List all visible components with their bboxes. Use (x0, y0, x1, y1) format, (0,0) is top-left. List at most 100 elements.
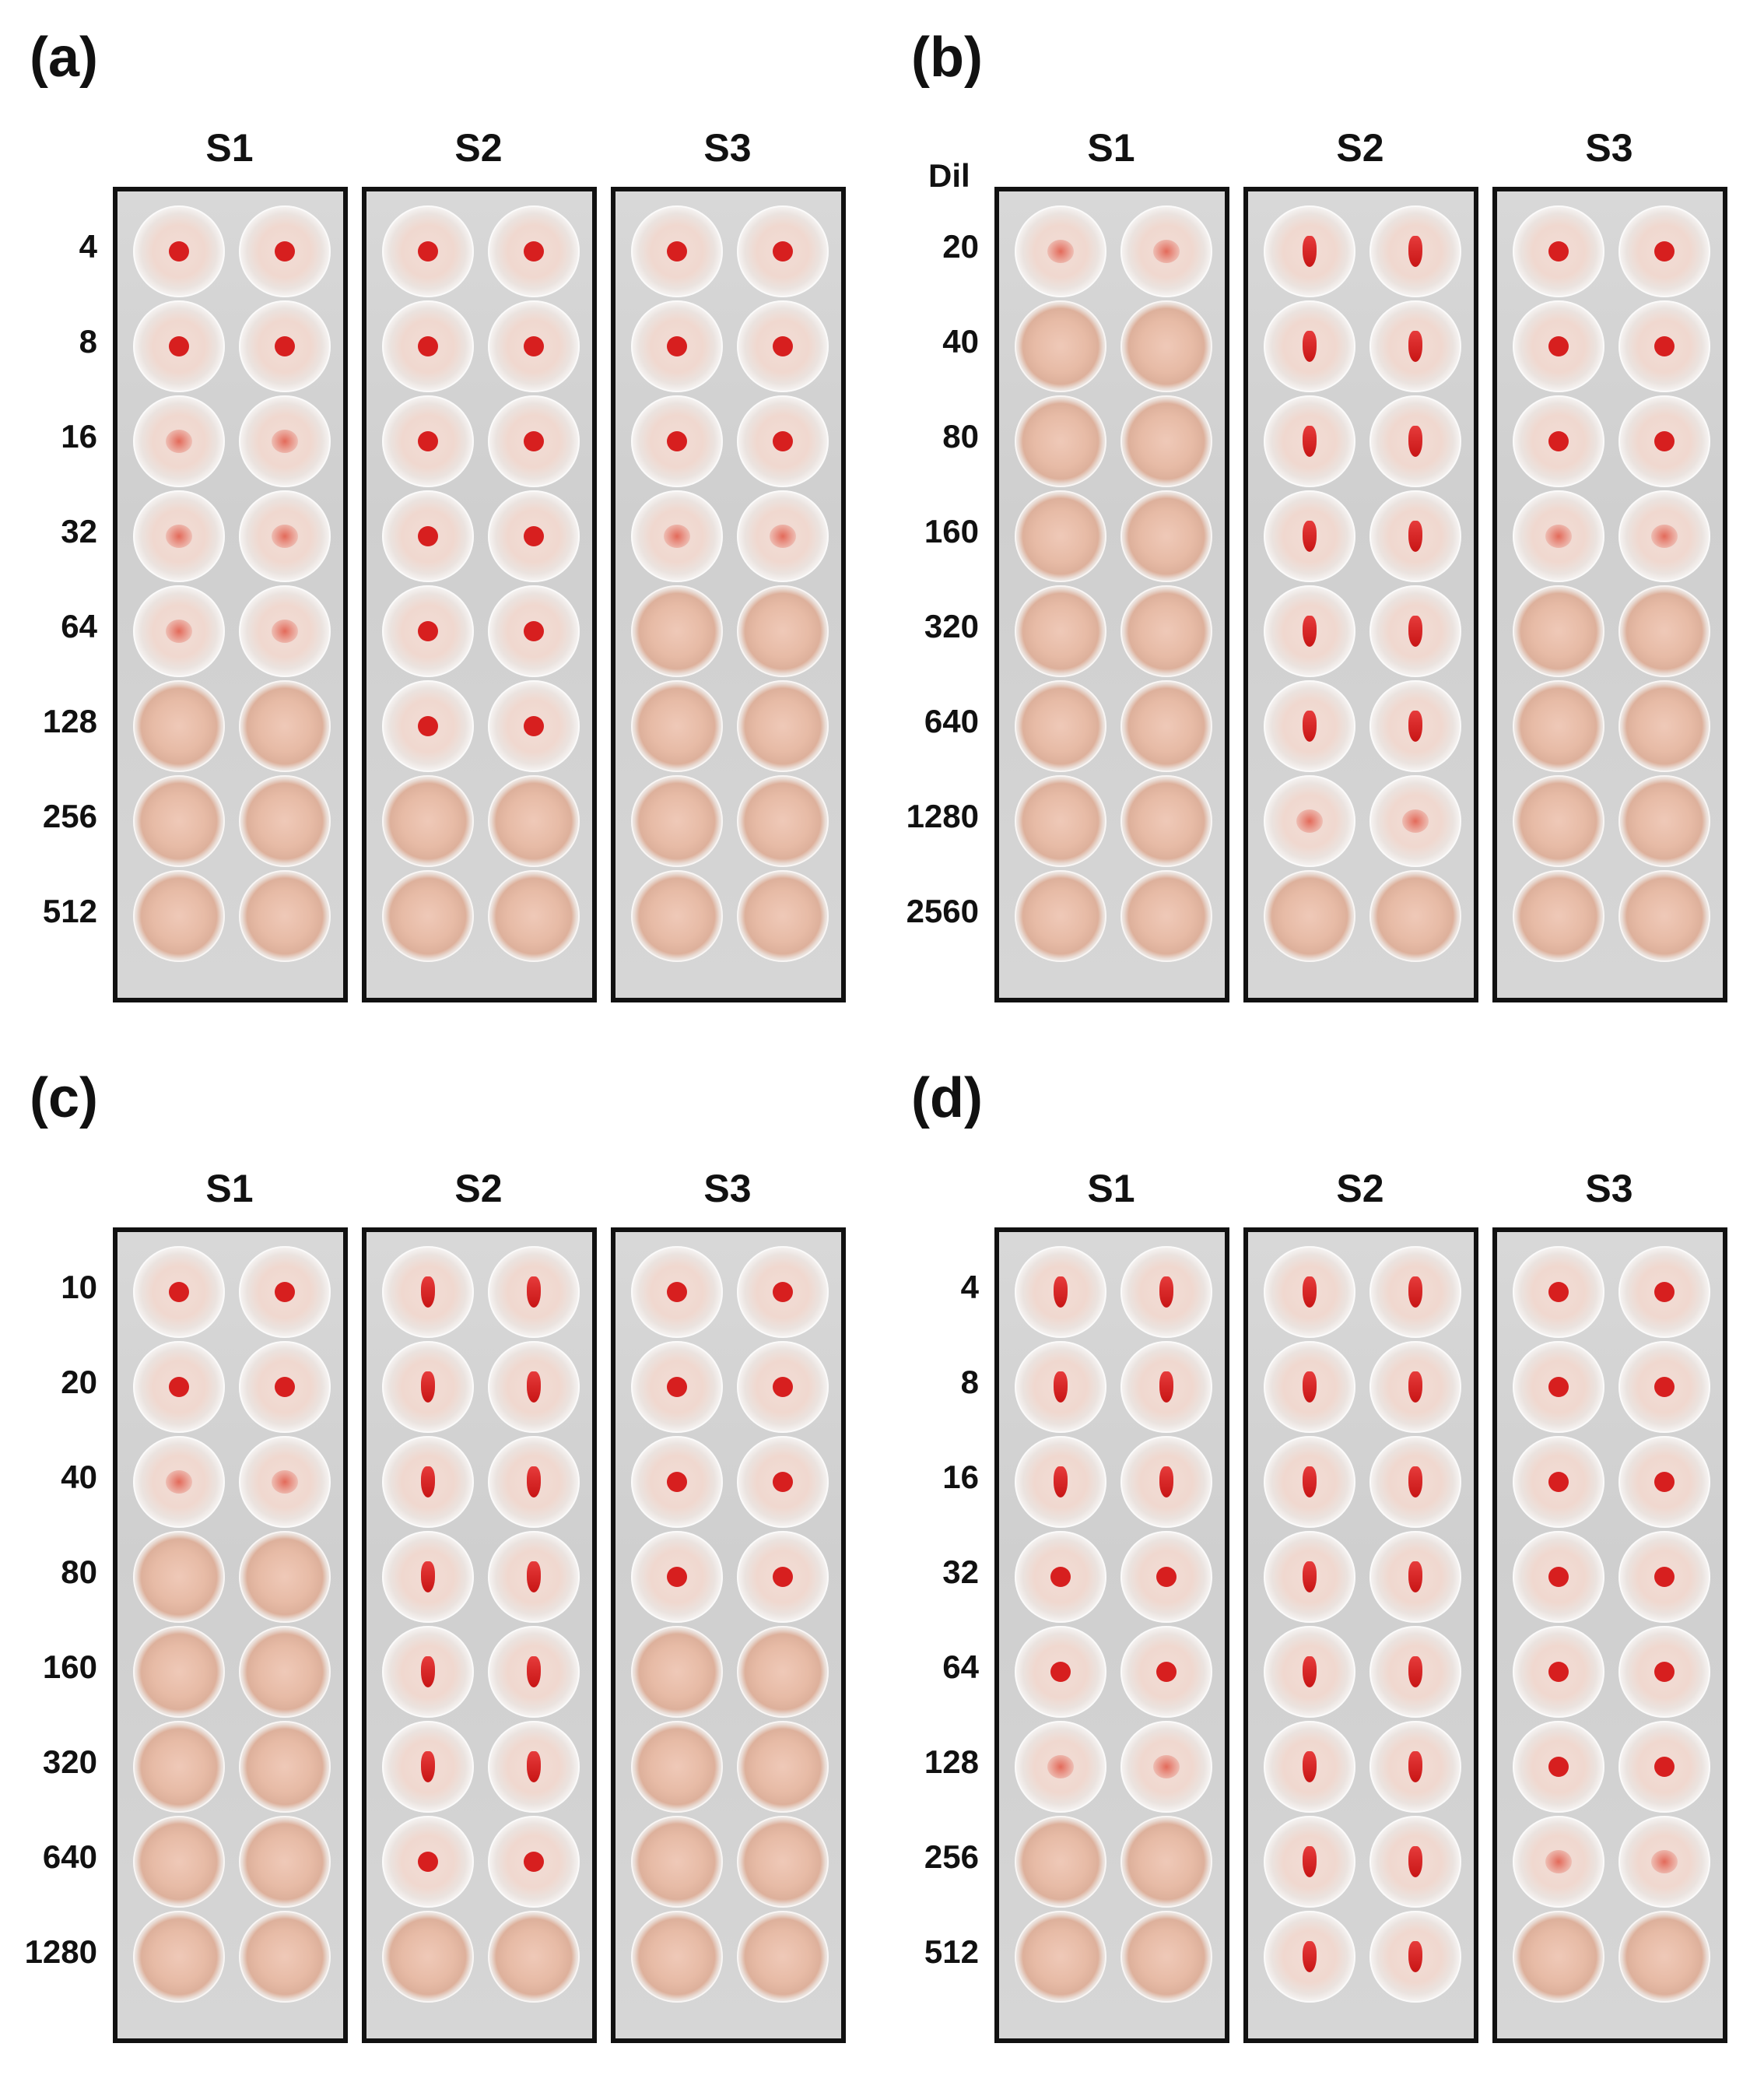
well (1015, 775, 1106, 867)
well (488, 1626, 580, 1718)
well (382, 490, 474, 582)
well (1513, 1531, 1604, 1623)
rbc-tear-mark (1054, 1371, 1068, 1403)
well (382, 1816, 474, 1908)
sample-column-header: S2 (1336, 126, 1384, 170)
well (382, 300, 474, 392)
dilution-row-label: 40 (942, 323, 979, 360)
well (1618, 300, 1710, 392)
well (1369, 205, 1461, 297)
rbc-diffuse-mark (1651, 1850, 1678, 1873)
rbc-button-mark (1548, 1377, 1569, 1397)
rbc-button-mark (524, 336, 544, 356)
well (1015, 1531, 1106, 1623)
rbc-tear-mark (527, 1751, 541, 1782)
well (1120, 490, 1212, 582)
rbc-button-mark (1654, 1662, 1675, 1682)
well (133, 870, 225, 962)
well (631, 1341, 723, 1433)
well (1369, 680, 1461, 772)
rbc-tear-mark (421, 1656, 435, 1687)
well (1618, 490, 1710, 582)
dilution-row-label: 20 (942, 228, 979, 265)
well (239, 1911, 331, 2003)
rbc-diffuse-mark (166, 1470, 192, 1494)
well (133, 1436, 225, 1528)
well (631, 205, 723, 297)
well (133, 205, 225, 297)
well-strip (611, 1227, 846, 2043)
well (737, 775, 829, 867)
rbc-tear-mark (1303, 1941, 1317, 1972)
well (133, 300, 225, 392)
rbc-tear-mark (1303, 711, 1317, 742)
rbc-diffuse-mark (1651, 525, 1678, 548)
rbc-button-mark (524, 1852, 544, 1872)
rbc-tear-mark (1159, 1371, 1173, 1403)
well (1264, 1721, 1355, 1813)
well (1015, 1246, 1106, 1338)
well (488, 395, 580, 487)
well (1264, 395, 1355, 487)
sample-column-header: S3 (703, 1167, 752, 1210)
rbc-diffuse-mark (166, 525, 192, 548)
rbc-tear-mark (1303, 1371, 1317, 1403)
well (488, 775, 580, 867)
well (1513, 1721, 1604, 1813)
well (133, 490, 225, 582)
rbc-button-mark (773, 1567, 793, 1587)
rbc-tear-mark (1408, 711, 1422, 742)
dilution-row-label: 16 (942, 1459, 979, 1495)
sample-column-header: S3 (1585, 126, 1633, 170)
well (631, 1246, 723, 1338)
well (1513, 1246, 1604, 1338)
rbc-tear-mark (1408, 1371, 1422, 1403)
well (382, 1721, 474, 1813)
well (488, 1721, 580, 1813)
well (631, 395, 723, 487)
dilution-row-label: 8 (79, 323, 97, 360)
well (737, 1626, 829, 1718)
rbc-diffuse-mark (1545, 525, 1572, 548)
rbc-button-mark (275, 1282, 295, 1302)
well-strip (1243, 187, 1478, 1002)
dilution-row-label: 32 (61, 513, 97, 549)
well (1120, 1721, 1212, 1813)
rbc-tear-mark (1303, 1846, 1317, 1877)
well (737, 680, 829, 772)
rbc-diffuse-mark (272, 525, 298, 548)
well (737, 1721, 829, 1813)
rbc-tear-mark (1408, 1466, 1422, 1497)
well (488, 680, 580, 772)
dilution-row-label: 128 (42, 703, 97, 739)
rbc-tear-mark (527, 1466, 541, 1497)
well (1264, 1816, 1355, 1908)
rbc-tear-mark (1303, 1656, 1317, 1687)
rbc-button-mark (275, 1377, 295, 1397)
rbc-tear-mark (421, 1466, 435, 1497)
well (239, 1721, 331, 1813)
well (1015, 1436, 1106, 1528)
rbc-tear-mark (1408, 616, 1422, 647)
dilution-row-label: 640 (42, 1838, 97, 1875)
rbc-button-mark (1050, 1567, 1071, 1587)
dilution-row-label: 256 (42, 798, 97, 834)
well (737, 1531, 829, 1623)
well (1513, 300, 1604, 392)
sample-column-header: S1 (205, 126, 254, 170)
well (1120, 870, 1212, 962)
rbc-button-mark (169, 1377, 189, 1397)
rbc-button-mark (524, 241, 544, 262)
well (382, 1436, 474, 1528)
well (488, 1436, 580, 1528)
dilution-row-label: 1280 (24, 1933, 97, 1970)
well (1120, 395, 1212, 487)
well (1513, 1436, 1604, 1528)
rbc-diffuse-mark (1047, 1755, 1074, 1778)
dilution-row-label: 4 (79, 228, 97, 265)
well (1618, 1436, 1710, 1528)
well (1618, 1341, 1710, 1433)
rbc-button-mark (275, 336, 295, 356)
well (1513, 205, 1604, 297)
rbc-tear-mark (1303, 236, 1317, 267)
